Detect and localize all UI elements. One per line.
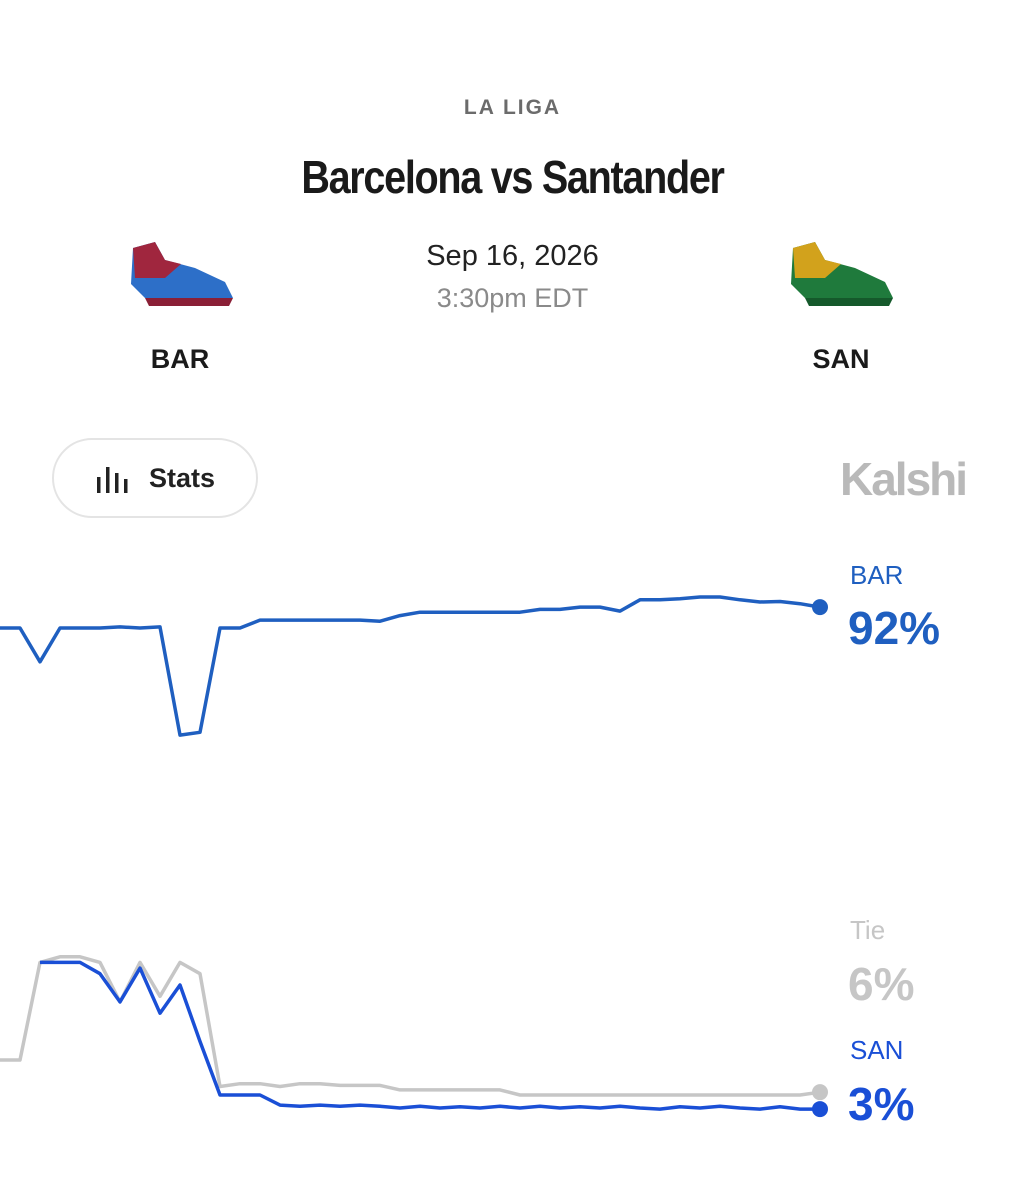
series-name: SAN: [850, 1035, 903, 1065]
series-line: [40, 960, 820, 1111]
home-team: BAR: [150, 344, 210, 374]
brand-logo: Kalshi: [840, 453, 968, 505]
away-boot-icon: [791, 242, 893, 306]
home-boot-icon: [131, 242, 233, 306]
league: LA LIGA: [463, 96, 562, 119]
series-value: 92%: [848, 602, 940, 654]
stats-icon: [96, 467, 128, 493]
match-time: 3:30pm EDT: [436, 283, 589, 313]
series-value: 6%: [848, 958, 914, 1010]
series-name: Tie: [850, 915, 885, 945]
stats-label[interactable]: Stats: [148, 462, 216, 493]
series-value: 3%: [848, 1078, 914, 1130]
series-line: [0, 955, 821, 1097]
end-point: [812, 1101, 828, 1118]
end-point: [812, 599, 828, 616]
end-point: [812, 1084, 828, 1101]
stats-button[interactable]: Stats: [52, 438, 258, 518]
match-title: Barcelona vs Santander: [301, 151, 725, 203]
match-date: Sep 16, 2026: [426, 240, 599, 272]
away-team: SAN: [812, 344, 870, 374]
series-line: [0, 595, 821, 737]
series-name: BAR: [850, 560, 903, 590]
